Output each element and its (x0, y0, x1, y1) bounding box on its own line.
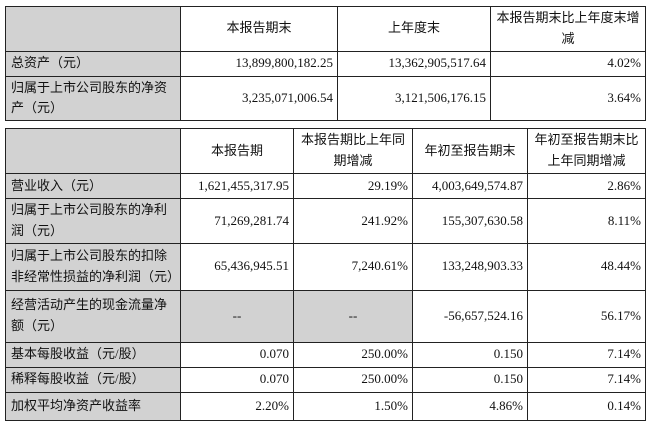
financial-report-summary: 本报告期末 上年度末 本报告期末比上年度末增减 总资产（元） 13,899,80… (5, 6, 646, 421)
value-revenue-yoy: 29.19% (293, 173, 413, 200)
value-basic-eps-period: 0.070 (180, 341, 294, 368)
label-net-profit-deducted-nonrecurring: 归属于上市公司股东的扣除非经常性损益的净利润（元） (5, 242, 181, 291)
value-deducted-profit-period: 65,436,945.51 (180, 242, 294, 291)
value-cash-flow-ytd: -56,657,524.16 (412, 289, 528, 343)
value-roe-period: 2.20% (180, 391, 294, 421)
label-total-assets: 总资产（元） (5, 50, 181, 77)
header-current-period: 本报告期 (180, 128, 294, 175)
income-cashflow-summary-table: 本报告期 本报告期比上年同期增减 年初至报告期末 年初至报告期末比上年同期增减 … (5, 128, 646, 421)
value-diluted-eps-period: 0.070 (180, 366, 294, 393)
value-total-assets-change: 4.02% (490, 50, 646, 77)
value-deducted-profit-ytd: 133,248,903.33 (412, 242, 528, 291)
value-deducted-profit-yoy: 7,240.61% (293, 242, 413, 291)
value-revenue-period: 1,621,455,317.95 (180, 173, 294, 200)
table-row: 营业收入（元） 1,621,455,317.95 29.19% 4,003,64… (5, 173, 646, 200)
table-row: 经营活动产生的现金流量净额（元） -- -- -56,657,524.16 56… (5, 289, 646, 343)
value-revenue-ytd-yoy: 2.86% (527, 173, 646, 200)
table-row: 总资产（元） 13,899,800,182.25 13,362,905,517.… (5, 50, 646, 77)
value-diluted-eps-yoy: 250.00% (293, 366, 413, 393)
value-cash-flow-period-na: -- (180, 289, 294, 343)
header-prior-year-end: 上年度末 (337, 6, 491, 52)
label-net-profit-attributable: 归属于上市公司股东的净利润（元） (5, 198, 181, 244)
label-diluted-eps: 稀释每股收益（元/股） (5, 366, 181, 393)
value-basic-eps-ytd: 0.150 (412, 341, 528, 368)
table-row: 归属于上市公司股东的净利润（元） 71,269,281.74 241.92% 1… (5, 198, 646, 244)
value-diluted-eps-ytd-yoy: 7.14% (527, 366, 646, 393)
value-net-assets-current-end: 3,235,071,006.54 (180, 75, 338, 122)
value-total-assets-prior-end: 13,362,905,517.64 (337, 50, 491, 77)
value-roe-ytd-yoy: 0.14% (527, 391, 646, 421)
value-cash-flow-yoy-na: -- (293, 289, 413, 343)
table-row: 归属于上市公司股东的净资产（元） 3,235,071,006.54 3,121,… (5, 75, 646, 122)
value-roe-yoy: 1.50% (293, 391, 413, 421)
value-diluted-eps-ytd: 0.150 (412, 366, 528, 393)
label-basic-eps: 基本每股收益（元/股） (5, 341, 181, 368)
table1-corner-cell (5, 6, 181, 52)
label-net-assets-attributable: 归属于上市公司股东的净资产（元） (5, 75, 181, 122)
value-net-profit-period: 71,269,281.74 (180, 198, 294, 244)
value-cash-flow-ytd-yoy: 56.17% (527, 289, 646, 343)
value-net-assets-prior-end: 3,121,506,176.15 (337, 75, 491, 122)
label-operating-revenue: 营业收入（元） (5, 173, 181, 200)
table-row: 加权平均净资产收益率 2.20% 1.50% 4.86% 0.14% (5, 391, 646, 421)
value-net-profit-yoy: 241.92% (293, 198, 413, 244)
value-deducted-profit-ytd-yoy: 48.44% (527, 242, 646, 291)
value-basic-eps-yoy: 250.00% (293, 341, 413, 368)
header-period-yoy-change: 本报告期比上年同期增减 (293, 128, 413, 175)
balance-sheet-summary-table: 本报告期末 上年度末 本报告期末比上年度末增减 总资产（元） 13,899,80… (5, 6, 646, 122)
table-row: 基本每股收益（元/股） 0.070 250.00% 0.150 7.14% (5, 341, 646, 368)
value-net-profit-ytd-yoy: 8.11% (527, 198, 646, 244)
value-net-profit-ytd: 155,307,630.58 (412, 198, 528, 244)
label-weighted-avg-roe: 加权平均净资产收益率 (5, 391, 181, 421)
table2-corner-cell (5, 128, 181, 175)
value-roe-ytd: 4.86% (412, 391, 528, 421)
value-net-assets-change: 3.64% (490, 75, 646, 122)
header-change-vs-prior-year-end: 本报告期末比上年度末增减 (490, 6, 646, 52)
table1-header-row: 本报告期末 上年度末 本报告期末比上年度末增减 (5, 6, 646, 52)
header-current-period-end: 本报告期末 (180, 6, 338, 52)
header-year-to-date: 年初至报告期末 (412, 128, 528, 175)
table-row: 稀释每股收益（元/股） 0.070 250.00% 0.150 7.14% (5, 366, 646, 393)
label-operating-cash-flow: 经营活动产生的现金流量净额（元） (5, 289, 181, 343)
table2-header-row: 本报告期 本报告期比上年同期增减 年初至报告期末 年初至报告期末比上年同期增减 (5, 128, 646, 175)
table-row: 归属于上市公司股东的扣除非经常性损益的净利润（元） 65,436,945.51 … (5, 242, 646, 291)
value-basic-eps-ytd-yoy: 7.14% (527, 341, 646, 368)
value-total-assets-current-end: 13,899,800,182.25 (180, 50, 338, 77)
value-revenue-ytd: 4,003,649,574.87 (412, 173, 528, 200)
header-ytd-yoy-change: 年初至报告期末比上年同期增减 (527, 128, 646, 175)
